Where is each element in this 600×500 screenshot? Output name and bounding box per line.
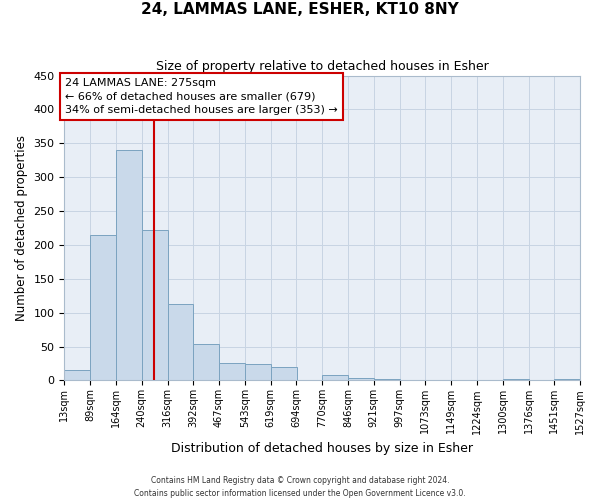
Bar (90, 235, 116, 380)
Bar (219, 364, 245, 380)
Bar (116, 150, 142, 380)
Y-axis label: Number of detached properties: Number of detached properties (15, 135, 28, 321)
X-axis label: Distribution of detached houses by size in Esher: Distribution of detached houses by size … (171, 442, 473, 455)
Bar (193, 344, 220, 380)
Bar (245, 364, 271, 380)
Text: Contains HM Land Registry data © Crown copyright and database right 2024.
Contai: Contains HM Land Registry data © Crown c… (134, 476, 466, 498)
Bar (142, 230, 167, 380)
Bar (64, 370, 90, 380)
Text: 24, LAMMAS LANE, ESHER, KT10 8NY: 24, LAMMAS LANE, ESHER, KT10 8NY (141, 2, 459, 18)
Bar (271, 367, 296, 380)
Bar (348, 378, 374, 380)
Bar (322, 375, 348, 380)
Bar (554, 379, 580, 380)
Bar (374, 379, 400, 380)
Text: 24 LAMMAS LANE: 275sqm
← 66% of detached houses are smaller (679)
34% of semi-de: 24 LAMMAS LANE: 275sqm ← 66% of detached… (65, 78, 338, 114)
Title: Size of property relative to detached houses in Esher: Size of property relative to detached ho… (156, 60, 488, 73)
Bar (167, 304, 193, 380)
Bar (503, 379, 529, 380)
